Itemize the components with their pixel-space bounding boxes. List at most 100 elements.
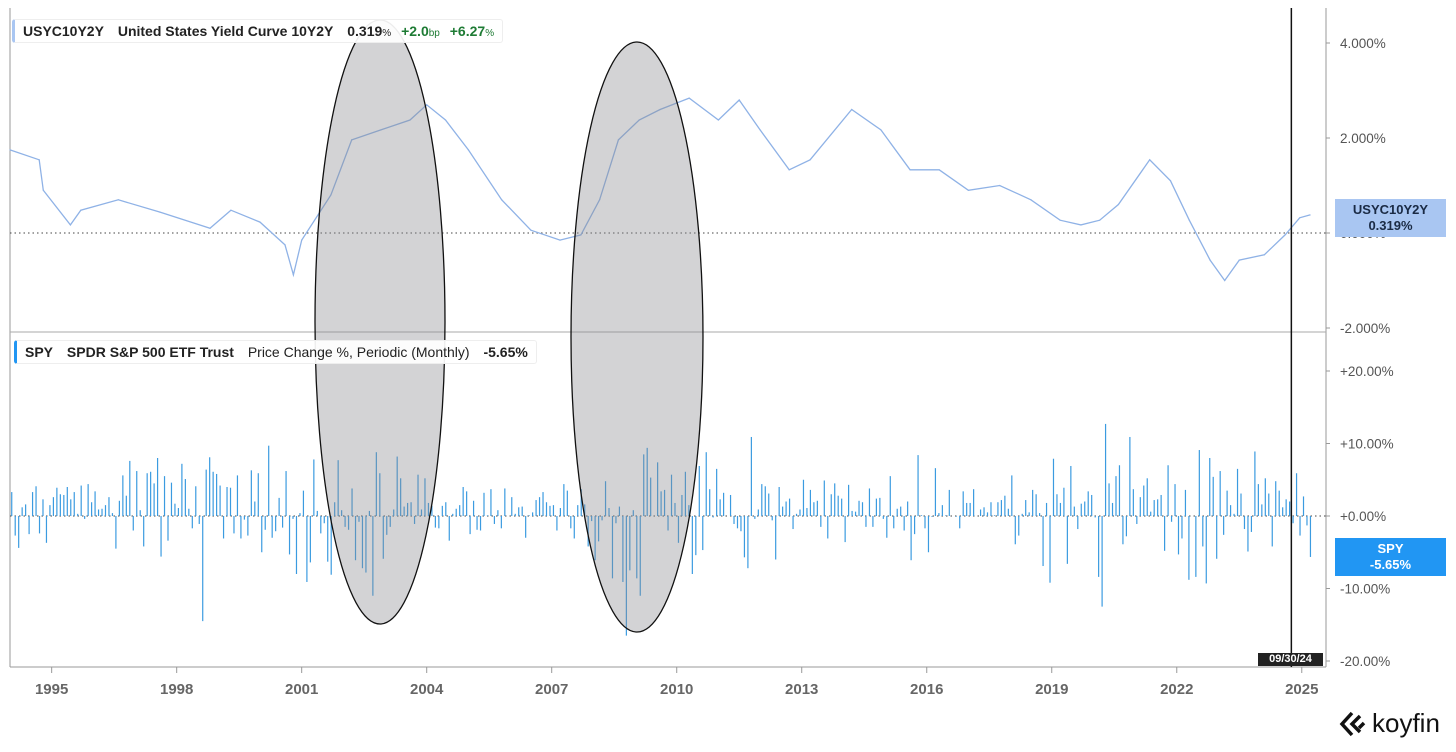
yield-point [351, 139, 353, 141]
y-tick-label-spy: -20.00% [1340, 654, 1390, 669]
yield-point [1209, 259, 1211, 261]
yield-point [580, 234, 582, 236]
y-tick-label-spy: -10.00% [1340, 582, 1390, 597]
x-tick-label: 2022 [1160, 681, 1193, 698]
yield-point [788, 169, 790, 171]
koyfin-logo[interactable]: koyfin [1338, 708, 1440, 739]
yield-point [80, 209, 82, 211]
legend-pct-change: +6.27% [449, 23, 495, 39]
yield-point [599, 199, 601, 201]
yield-point [117, 199, 119, 201]
series [9, 97, 1312, 636]
badge-value: -5.65% [1369, 557, 1412, 572]
koyfin-logo-icon [1339, 711, 1366, 736]
yield-point [659, 108, 661, 111]
x-tick-label: 2001 [285, 681, 318, 698]
x-tick-label: 1998 [160, 681, 193, 698]
y-tick-label-spy: +20.00% [1340, 364, 1394, 379]
yield-point [638, 119, 640, 121]
yield-curve-legend[interactable]: USYC10Y2Y United States Yield Curve 10Y2… [12, 19, 504, 43]
yield-point [1263, 254, 1265, 256]
y-tick-label-spy: +10.00% [1340, 437, 1394, 452]
yield-point [1309, 214, 1311, 216]
yield-point [809, 159, 811, 161]
yield-point [999, 184, 1001, 187]
yield-point [559, 239, 561, 241]
yield-point [330, 194, 332, 196]
yield-point [301, 239, 303, 241]
spy-legend[interactable]: SPY SPDR S&P 500 ETF Trust Price Change … [14, 340, 537, 364]
legend-value: 0.319% [347, 23, 392, 39]
yield-point [159, 211, 161, 213]
yield-point [380, 129, 382, 131]
highlight-ellipse [314, 19, 446, 625]
yield-point [292, 274, 294, 276]
yield-point [617, 139, 619, 141]
legend-symbol: USYC10Y2Y [23, 23, 104, 39]
yield-point [209, 227, 211, 229]
yield-point [467, 149, 469, 151]
legend-change: +2.0bp [401, 23, 440, 39]
x-tick-label: 2010 [660, 681, 693, 698]
yield-point [759, 129, 761, 131]
x-tick-label: 2016 [910, 681, 943, 698]
legend-value: -5.65% [483, 344, 528, 360]
y-tick-label-spy: +0.00% [1340, 509, 1386, 524]
yield-point [284, 244, 286, 246]
y-tick-label-yield: -2.000% [1340, 321, 1390, 336]
crosshair-date-label: 09/30/24 [1258, 653, 1323, 666]
yield-point [1238, 259, 1240, 261]
yield-point [851, 108, 853, 111]
yield-point [1117, 203, 1120, 206]
yield-point [909, 169, 911, 171]
y-tick-label-yield: 4.000% [1340, 36, 1386, 51]
yield-point [38, 159, 40, 161]
logo-text: koyfin [1372, 708, 1440, 738]
x-tick-label: 1995 [35, 681, 68, 698]
yield-point [530, 229, 532, 231]
yield-point [426, 104, 428, 106]
yield-point [42, 189, 44, 191]
x-tick-label: 2004 [410, 681, 444, 698]
yield-point [1169, 180, 1172, 182]
yield-point [1059, 219, 1061, 221]
x-tick-label: 2019 [1035, 681, 1068, 698]
yield-point [1080, 224, 1082, 226]
y-tick-label-yield: 2.000% [1340, 131, 1386, 146]
yield-point [444, 119, 447, 121]
yield-point [1149, 159, 1151, 161]
yield-point [967, 189, 970, 191]
yield-point [409, 119, 411, 121]
x-tick-label: 2007 [535, 681, 568, 698]
yield-point [688, 97, 690, 99]
badge-symbol: USYC10Y2Y [1352, 202, 1429, 217]
yield-point [259, 221, 261, 223]
yield-point [1099, 219, 1101, 221]
yield-point [717, 119, 719, 121]
yield-price-badge: USYC10Y2Y 0.319% [1335, 199, 1446, 237]
legend-name: SPDR S&P 500 ETF Trust [66, 344, 234, 360]
legend-name: United States Yield Curve 10Y2Y [117, 23, 334, 39]
axes: 4.000%2.000%0.000%-2.000%+20.00%+10.00%+… [35, 36, 1394, 698]
yield-point [880, 129, 882, 131]
yield-point [1030, 199, 1032, 201]
x-tick-label: 2013 [785, 681, 818, 698]
yield-point [501, 199, 503, 201]
yield-point [1188, 219, 1190, 221]
x-tick-label: 2025 [1285, 681, 1318, 698]
yield-point [1224, 279, 1226, 282]
spy-price-badge: SPY -5.65% [1335, 538, 1446, 576]
badge-value: 0.319% [1368, 218, 1413, 233]
annotations [314, 8, 1293, 667]
legend-symbol: SPY [25, 344, 54, 360]
yield-point [938, 169, 940, 171]
yield-point [1299, 217, 1301, 219]
highlight-ellipse [570, 41, 704, 633]
yield-point [230, 209, 232, 211]
yield-point [738, 99, 740, 101]
yield-point [9, 149, 11, 151]
yield-point [69, 224, 72, 226]
legend-metric: Price Change %, Periodic (Monthly) [247, 344, 470, 360]
badge-symbol: SPY [1377, 541, 1404, 556]
